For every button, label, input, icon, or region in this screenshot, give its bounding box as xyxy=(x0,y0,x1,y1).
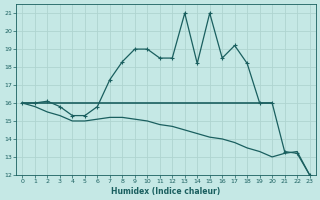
X-axis label: Humidex (Indice chaleur): Humidex (Indice chaleur) xyxy=(111,187,221,196)
